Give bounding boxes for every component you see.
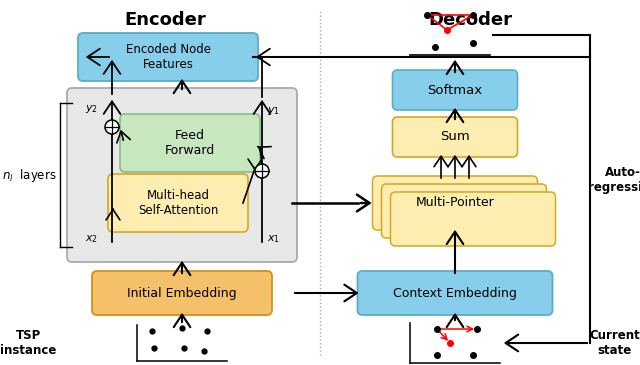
FancyBboxPatch shape (67, 88, 297, 262)
Text: Sum: Sum (440, 131, 470, 143)
FancyBboxPatch shape (372, 176, 538, 230)
Text: Current
state: Current state (589, 329, 640, 357)
Text: $x_1$: $x_1$ (267, 233, 280, 245)
Text: Encoded Node
Features: Encoded Node Features (125, 43, 211, 71)
Circle shape (255, 164, 269, 178)
Text: Encoder: Encoder (124, 11, 206, 29)
FancyBboxPatch shape (390, 192, 556, 246)
Text: Context Embedding: Context Embedding (393, 287, 517, 300)
FancyBboxPatch shape (108, 174, 248, 232)
Text: Softmax: Softmax (428, 84, 483, 96)
Text: $x_2$: $x_2$ (85, 233, 98, 245)
FancyBboxPatch shape (392, 117, 518, 157)
Circle shape (105, 120, 119, 134)
FancyBboxPatch shape (381, 184, 547, 238)
Text: $y_1$: $y_1$ (267, 105, 280, 117)
FancyBboxPatch shape (392, 70, 518, 110)
FancyBboxPatch shape (92, 271, 272, 315)
FancyBboxPatch shape (120, 114, 260, 172)
FancyBboxPatch shape (358, 271, 552, 315)
Text: Feed
Forward: Feed Forward (165, 129, 215, 157)
Text: Initial Embedding: Initial Embedding (127, 287, 237, 300)
Text: $y_2$: $y_2$ (85, 103, 98, 115)
Text: Decoder: Decoder (428, 11, 512, 29)
Text: TSP
instance: TSP instance (0, 329, 56, 357)
Text: Multi-Pointer: Multi-Pointer (415, 196, 494, 210)
Text: $n_l$  layers: $n_l$ layers (3, 166, 57, 184)
Text: Auto-
regressive: Auto- regressive (588, 166, 640, 194)
Text: Multi-head
Self-Attention: Multi-head Self-Attention (138, 189, 218, 217)
FancyBboxPatch shape (78, 33, 258, 81)
